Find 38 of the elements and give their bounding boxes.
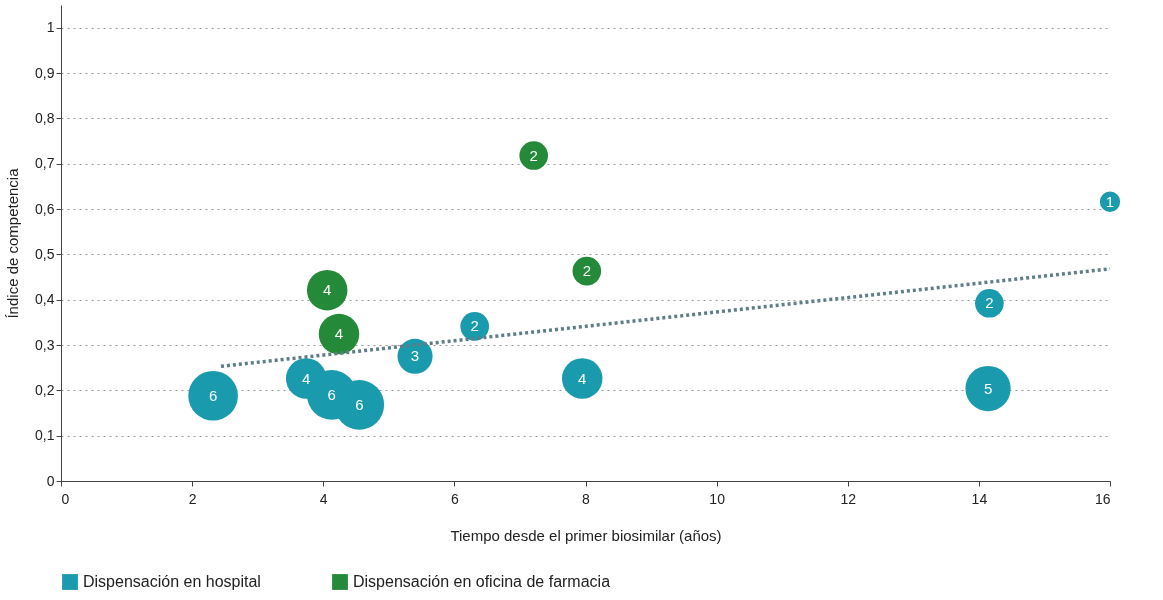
annotation: 4 [302, 369, 311, 387]
y-tick-label: 0,6 [35, 200, 55, 217]
x-tick-label: 10 [709, 490, 726, 507]
legend-label: Dispensación en oficina de farmacia [353, 573, 611, 590]
x-axis-title: Tiempo desde el primer biosimilar (años) [450, 526, 722, 544]
legend-label: Dispensación en hospital [83, 573, 261, 590]
x-tick-label: 14 [971, 490, 988, 507]
y-tick-label: 0,5 [35, 245, 55, 262]
annotation: 2 [470, 317, 479, 335]
annotation: 3 [410, 347, 420, 365]
y-tick-label: 0,1 [35, 427, 55, 444]
annotation: 6 [355, 395, 364, 413]
y-tick-label: 0,3 [35, 336, 55, 353]
x-tick-label: 2 [188, 490, 197, 507]
y-tick-label: 1 [46, 19, 55, 36]
y-tick-label: 0,9 [35, 64, 55, 81]
y-tick-label: 0,4 [35, 291, 55, 308]
y-tick-label: 0 [46, 472, 55, 489]
x-tick-label: 12 [840, 490, 857, 507]
y-tick-label: 0,2 [35, 381, 55, 398]
annotation: 2 [985, 294, 994, 312]
x-tick-label: 0 [61, 490, 70, 507]
annotation: 2 [582, 262, 591, 280]
annotation: 4 [578, 369, 587, 387]
y-tick-label: 0,8 [35, 109, 55, 126]
annotation: 6 [327, 385, 336, 403]
annotation: 6 [208, 386, 218, 404]
y-axis-title: Índice de competencia [4, 167, 22, 319]
x-tick-label: 8 [582, 490, 591, 507]
x-tick-label: 4 [319, 490, 328, 507]
y-tick-label: 0,7 [35, 155, 55, 172]
annotation: 1 [1105, 192, 1115, 210]
annotation: 5 [983, 379, 993, 397]
annotation: 4 [334, 325, 344, 343]
annotation: 4 [323, 281, 332, 299]
annotation: 2 [529, 146, 538, 164]
x-tick-label: 6 [450, 490, 459, 507]
x-tick-label: 16 [1094, 490, 1111, 507]
